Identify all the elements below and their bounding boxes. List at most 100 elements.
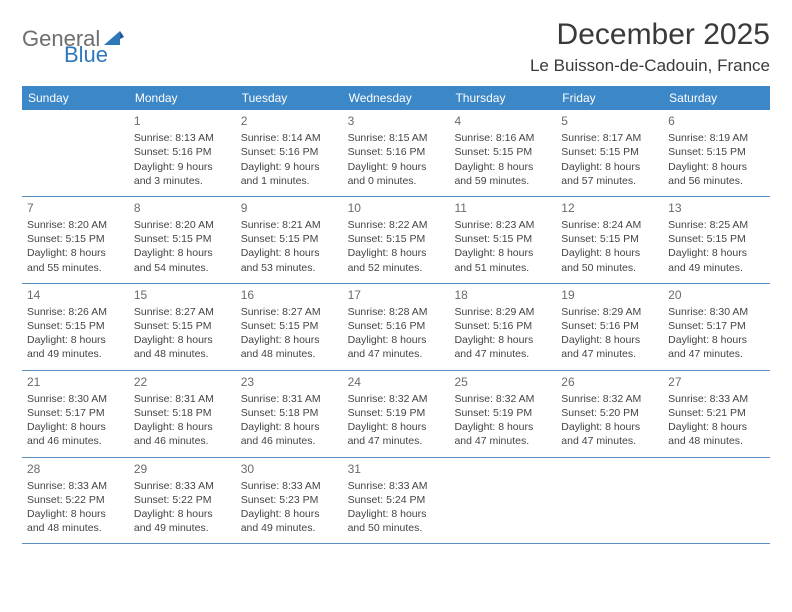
logo-text-blue: Blue <box>64 42 108 67</box>
sunrise-text: Sunrise: 8:20 AM <box>134 218 231 232</box>
sunrise-text: Sunrise: 8:27 AM <box>134 305 231 319</box>
day-cell: 15Sunrise: 8:27 AMSunset: 5:15 PMDayligh… <box>129 284 236 370</box>
sunset-text: Sunset: 5:19 PM <box>348 406 445 420</box>
sunset-text: Sunset: 5:15 PM <box>134 319 231 333</box>
sunset-text: Sunset: 5:15 PM <box>454 232 551 246</box>
day-number: 6 <box>668 113 765 129</box>
daylight-text: Daylight: 8 hours and 47 minutes. <box>348 420 445 448</box>
day-number: 25 <box>454 374 551 390</box>
daylight-text: Daylight: 8 hours and 47 minutes. <box>454 333 551 361</box>
sunrise-text: Sunrise: 8:30 AM <box>27 392 124 406</box>
weekday-header: Friday <box>556 86 663 110</box>
sunrise-text: Sunrise: 8:33 AM <box>134 479 231 493</box>
daylight-text: Daylight: 8 hours and 46 minutes. <box>27 420 124 448</box>
sunset-text: Sunset: 5:15 PM <box>241 319 338 333</box>
day-cell: 14Sunrise: 8:26 AMSunset: 5:15 PMDayligh… <box>22 284 129 370</box>
daylight-text: Daylight: 8 hours and 54 minutes. <box>134 246 231 274</box>
daylight-text: Daylight: 8 hours and 51 minutes. <box>454 246 551 274</box>
week-row: 21Sunrise: 8:30 AMSunset: 5:17 PMDayligh… <box>22 371 770 458</box>
sunset-text: Sunset: 5:24 PM <box>348 493 445 507</box>
day-number: 24 <box>348 374 445 390</box>
day-cell: 6Sunrise: 8:19 AMSunset: 5:15 PMDaylight… <box>663 110 770 196</box>
sunrise-text: Sunrise: 8:29 AM <box>561 305 658 319</box>
daylight-text: Daylight: 8 hours and 55 minutes. <box>27 246 124 274</box>
daylight-text: Daylight: 8 hours and 46 minutes. <box>241 420 338 448</box>
sunrise-text: Sunrise: 8:30 AM <box>668 305 765 319</box>
day-cell: 3Sunrise: 8:15 AMSunset: 5:16 PMDaylight… <box>343 110 450 196</box>
daylight-text: Daylight: 8 hours and 49 minutes. <box>668 246 765 274</box>
day-cell: 28Sunrise: 8:33 AMSunset: 5:22 PMDayligh… <box>22 458 129 544</box>
day-cell: 9Sunrise: 8:21 AMSunset: 5:15 PMDaylight… <box>236 197 343 283</box>
day-cell: 2Sunrise: 8:14 AMSunset: 5:16 PMDaylight… <box>236 110 343 196</box>
day-cell: 27 Sunrise: 8:33 AMSunset: 5:21 PMDayligh… <box>663 371 770 457</box>
sunrise-text: Sunrise: 8:33 AM <box>348 479 445 493</box>
day-cell <box>556 458 663 544</box>
daylight-text: Daylight: 8 hours and 47 minutes. <box>348 333 445 361</box>
sunrise-text: Sunrise: 8:22 AM <box>348 218 445 232</box>
sunset-text: Sunset: 5:18 PM <box>134 406 231 420</box>
sunrise-text: Sunrise: 8:31 AM <box>134 392 231 406</box>
day-cell: 12Sunrise: 8:24 AMSunset: 5:15 PMDayligh… <box>556 197 663 283</box>
day-number: 13 <box>668 200 765 216</box>
header: General December 2025 Le Buisson-de-Cado… <box>22 18 770 76</box>
day-cell: 7Sunrise: 8:20 AMSunset: 5:15 PMDaylight… <box>22 197 129 283</box>
sunset-text: Sunset: 5:15 PM <box>348 232 445 246</box>
sunset-text: Sunset: 5:15 PM <box>668 232 765 246</box>
sunset-text: Sunset: 5:16 PM <box>241 145 338 159</box>
sunrise-text: Sunrise: 8:33 AM <box>27 479 124 493</box>
day-cell: 25Sunrise: 8:32 AMSunset: 5:19 PMDayligh… <box>449 371 556 457</box>
sunrise-text: Sunrise: 8:32 AM <box>348 392 445 406</box>
day-number: 27 <box>668 374 765 390</box>
sunrise-text: Sunrise: 8:33 AM <box>668 392 765 406</box>
week-row: 7Sunrise: 8:20 AMSunset: 5:15 PMDaylight… <box>22 197 770 284</box>
weekday-header: Sunday <box>22 86 129 110</box>
sunset-text: Sunset: 5:15 PM <box>561 145 658 159</box>
daylight-text: Daylight: 8 hours and 50 minutes. <box>348 507 445 535</box>
sunrise-text: Sunrise: 8:28 AM <box>348 305 445 319</box>
day-number: 9 <box>241 200 338 216</box>
day-number: 5 <box>561 113 658 129</box>
daylight-text: Daylight: 8 hours and 56 minutes. <box>668 160 765 188</box>
sunset-text: Sunset: 5:17 PM <box>668 319 765 333</box>
sunrise-text: Sunrise: 8:15 AM <box>348 131 445 145</box>
day-number: 30 <box>241 461 338 477</box>
day-number: 2 <box>241 113 338 129</box>
day-cell: 5Sunrise: 8:17 AMSunset: 5:15 PMDaylight… <box>556 110 663 196</box>
sunset-text: Sunset: 5:16 PM <box>348 145 445 159</box>
daylight-text: Daylight: 8 hours and 59 minutes. <box>454 160 551 188</box>
week-row: 14Sunrise: 8:26 AMSunset: 5:15 PMDayligh… <box>22 284 770 371</box>
daylight-text: Daylight: 8 hours and 48 minutes. <box>668 420 765 448</box>
day-number: 10 <box>348 200 445 216</box>
daylight-text: Daylight: 9 hours and 1 minutes. <box>241 160 338 188</box>
week-row: 1Sunrise: 8:13 AMSunset: 5:16 PMDaylight… <box>22 110 770 197</box>
daylight-text: Daylight: 8 hours and 49 minutes. <box>27 333 124 361</box>
calendar: SundayMondayTuesdayWednesdayThursdayFrid… <box>22 86 770 544</box>
title-block: December 2025 Le Buisson-de-Cadouin, Fra… <box>530 18 770 76</box>
daylight-text: Daylight: 8 hours and 57 minutes. <box>561 160 658 188</box>
sunset-text: Sunset: 5:18 PM <box>241 406 338 420</box>
sunset-text: Sunset: 5:15 PM <box>27 319 124 333</box>
day-number: 19 <box>561 287 658 303</box>
daylight-text: Daylight: 8 hours and 48 minutes. <box>241 333 338 361</box>
day-cell <box>663 458 770 544</box>
sunrise-text: Sunrise: 8:23 AM <box>454 218 551 232</box>
daylight-text: Daylight: 8 hours and 52 minutes. <box>348 246 445 274</box>
daylight-text: Daylight: 8 hours and 47 minutes. <box>561 333 658 361</box>
day-number: 31 <box>348 461 445 477</box>
daylight-text: Daylight: 8 hours and 49 minutes. <box>134 507 231 535</box>
day-number: 14 <box>27 287 124 303</box>
day-cell <box>22 110 129 196</box>
day-cell <box>449 458 556 544</box>
daylight-text: Daylight: 8 hours and 48 minutes. <box>134 333 231 361</box>
day-number: 28 <box>27 461 124 477</box>
day-number: 12 <box>561 200 658 216</box>
day-number: 22 <box>134 374 231 390</box>
week-row: 28Sunrise: 8:33 AMSunset: 5:22 PMDayligh… <box>22 458 770 545</box>
sunset-text: Sunset: 5:19 PM <box>454 406 551 420</box>
weekday-header: Saturday <box>663 86 770 110</box>
sunset-text: Sunset: 5:15 PM <box>241 232 338 246</box>
sunset-text: Sunset: 5:15 PM <box>134 232 231 246</box>
day-cell: 26Sunrise: 8:32 AMSunset: 5:20 PMDayligh… <box>556 371 663 457</box>
day-cell: 10 Sunrise: 8:22 AMSunset: 5:15 PMDayligh… <box>343 197 450 283</box>
sunset-text: Sunset: 5:21 PM <box>668 406 765 420</box>
